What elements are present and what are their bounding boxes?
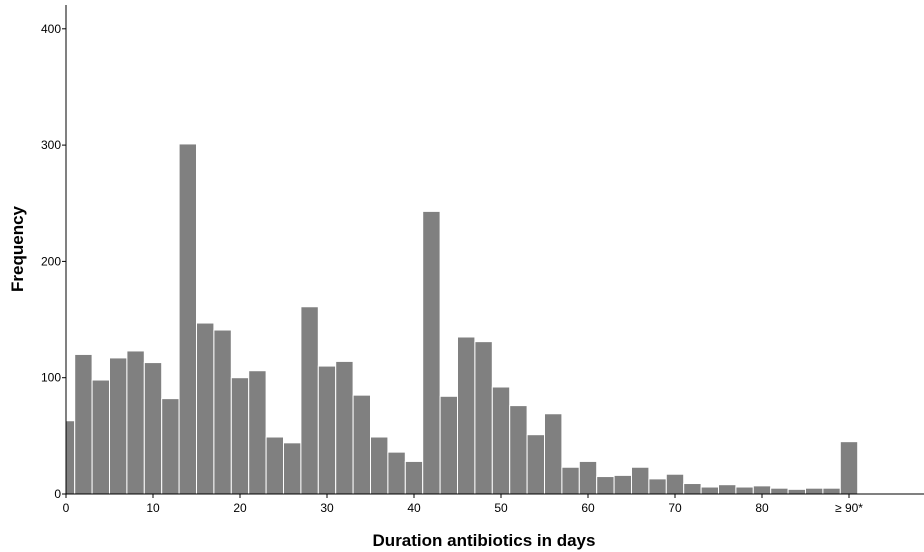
histogram-bar — [526, 434, 545, 495]
y-tick-label: 300 — [41, 138, 61, 152]
x-tick-label: ≥ 90* — [835, 501, 863, 515]
histogram-bar — [752, 485, 772, 495]
histogram-bar — [91, 379, 110, 495]
histogram-bar — [648, 478, 667, 495]
histogram-bar — [143, 362, 163, 495]
histogram-bar — [805, 487, 824, 495]
histogram-bar — [787, 488, 806, 495]
histogram-bar — [544, 413, 563, 495]
x-ticks-group: 0 10 20 30 40 50 60 70 80 ≥ 90* — [63, 494, 863, 515]
histogram-bar — [631, 466, 650, 495]
histogram-bar — [352, 394, 372, 495]
x-tick-label: 60 — [581, 501, 595, 515]
histogram-bar — [317, 365, 337, 495]
histogram-bar — [596, 476, 615, 495]
histogram-bar — [509, 405, 528, 495]
histogram-bar — [718, 484, 737, 495]
x-axis-title: Duration antibiotics in days — [373, 531, 596, 550]
y-tick-label: 0 — [54, 487, 61, 501]
histogram-bar — [491, 386, 511, 495]
histogram-bar — [561, 466, 580, 495]
histogram-bar — [65, 420, 76, 495]
histogram-bar — [457, 336, 476, 495]
histogram-bar — [770, 487, 789, 495]
histogram-bar — [665, 473, 685, 495]
y-axis-title: Frequency — [8, 205, 27, 292]
histogram-bar — [283, 442, 302, 495]
histogram-bar — [387, 451, 406, 495]
histogram-bar — [109, 357, 128, 495]
y-tick-label: 400 — [41, 22, 61, 36]
histogram-bar — [683, 483, 702, 495]
histogram-bar — [213, 329, 232, 495]
histogram-bar — [300, 306, 319, 495]
histogram-bar — [126, 350, 145, 495]
histogram-bar — [578, 460, 598, 495]
histogram-bar — [735, 486, 754, 495]
histogram-bar — [161, 398, 180, 495]
histogram-bar — [370, 436, 389, 495]
histogram-bar — [230, 377, 250, 495]
x-tick-label: 50 — [494, 501, 508, 515]
histogram-bar — [196, 322, 215, 495]
histogram-bar — [74, 353, 93, 495]
bars-group — [65, 143, 859, 495]
histogram-bar — [839, 441, 859, 495]
histogram-bar — [474, 341, 493, 495]
histogram-bar — [422, 210, 441, 495]
x-tick-label: 30 — [320, 501, 334, 515]
x-tick-label: 20 — [233, 501, 247, 515]
histogram-bar — [822, 487, 841, 495]
histogram-bar — [178, 143, 198, 495]
x-tick-label: 70 — [668, 501, 682, 515]
histogram-bar — [613, 474, 632, 495]
x-tick-label: 80 — [755, 501, 769, 515]
x-tick-label: 0 — [63, 501, 70, 515]
y-tick-label: 200 — [41, 254, 61, 268]
histogram-bar — [439, 395, 459, 495]
histogram-bar — [248, 370, 267, 495]
histogram-bar — [265, 436, 285, 495]
histogram-bar — [700, 486, 719, 495]
x-tick-label: 10 — [146, 501, 160, 515]
histogram-bar — [335, 360, 354, 495]
y-ticks-group: 0 100 200 300 400 — [41, 22, 66, 501]
histogram-bar — [404, 460, 424, 495]
y-tick-label: 100 — [41, 371, 61, 385]
x-tick-label: 40 — [407, 501, 421, 515]
